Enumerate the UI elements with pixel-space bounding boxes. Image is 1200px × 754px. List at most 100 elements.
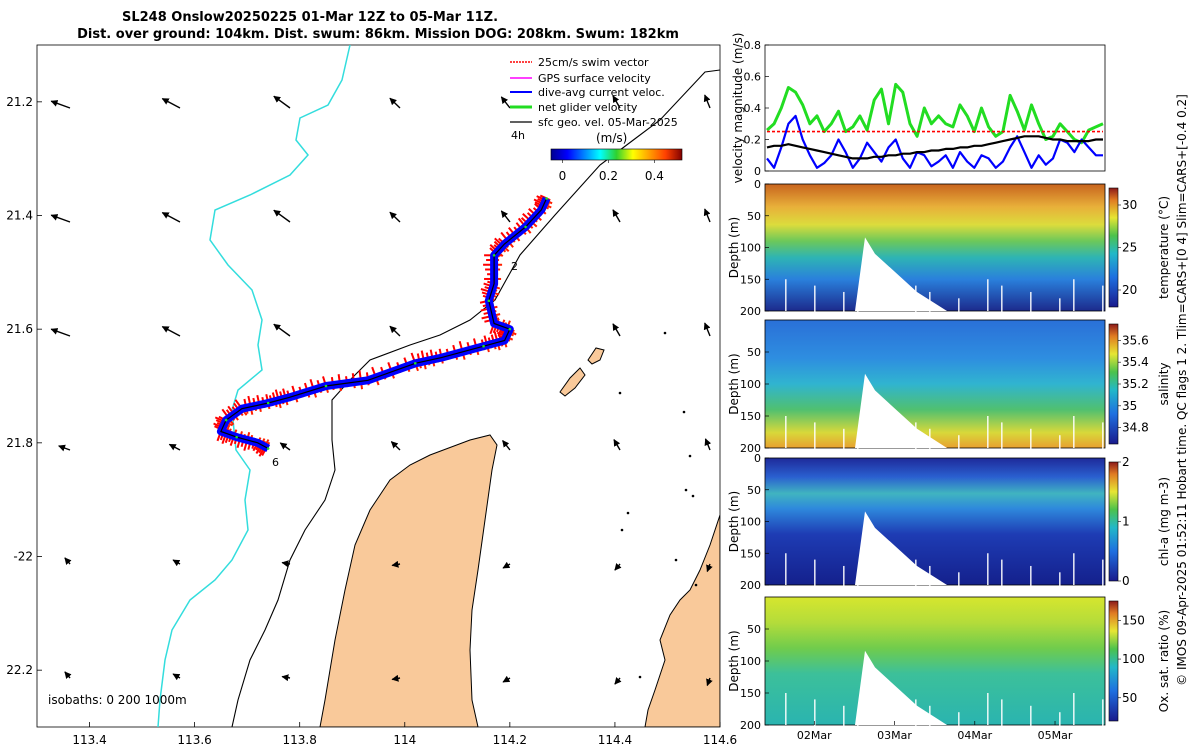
geo-velocity-arrow	[500, 210, 511, 223]
map-xtick-label: 113.6	[177, 733, 211, 747]
profile-gap	[886, 279, 888, 311]
chlorophyll-section-field	[764, 457, 1106, 586]
depth-tick-label: 50	[747, 210, 761, 223]
depth-tick-label: 150	[740, 273, 761, 286]
oxygen-section: 50 100 150 200 Depth (m) 50 100 150 Ox. sat. rat…	[727, 596, 1171, 745]
profile-gap	[929, 705, 931, 738]
profile-gap	[987, 553, 989, 585]
no-data-region	[855, 373, 947, 448]
profile-gap	[785, 553, 787, 585]
depth-tick-label: 100	[740, 378, 761, 391]
imos-side-note: © IMOS 09-Apr-2025 01:52:11 Hobart time.…	[1175, 94, 1189, 686]
profile-gap	[814, 699, 816, 732]
geo-velocity-arrow	[706, 677, 713, 687]
islets	[618, 331, 698, 679]
profile-gap	[857, 712, 859, 745]
profile-gap	[1102, 559, 1104, 592]
colorbar-tick-label: 2	[1122, 455, 1130, 469]
depth-tick-label: 100	[740, 242, 761, 255]
depth-tick-label: 50	[747, 484, 761, 497]
profile-gap	[929, 428, 931, 461]
profile-gap	[785, 693, 787, 725]
chlorophyll-section: 0 50 100 150 200 Depth (m) 0 1 2 chl-a (mg m-3)	[727, 452, 1171, 605]
geo-velocity-arrow	[614, 563, 622, 571]
geo-velocity-arrow	[50, 328, 71, 337]
profile-gap	[958, 572, 960, 605]
velocity-ytick-label: 0	[754, 165, 761, 178]
geo-velocity-arrow	[64, 557, 72, 565]
map-ytick-label: 21.4	[6, 209, 33, 223]
geo-velocity-arrow	[279, 442, 291, 451]
depth-tick-label: 150	[740, 687, 761, 700]
velocity-panel: 0 0.2 0.4 0.6 0.8 velocity magnitude (m/s)	[731, 33, 1106, 184]
velocity-ytick-label: 0.2	[744, 134, 762, 147]
salinity-section-colorbar	[1108, 323, 1119, 445]
depth-tick-label: 200	[740, 442, 761, 455]
geo-velocity-arrow	[273, 323, 291, 337]
salinity-section: 50 100 150 200 Depth (m) 34.8 35 35.2 35.4 35.6 sa…	[727, 319, 1171, 468]
geo-velocity-arrow	[502, 561, 511, 569]
profile-gap	[987, 693, 989, 725]
date-tick-label: 03Mar	[877, 729, 912, 742]
track-point	[492, 253, 496, 257]
profile-gap	[886, 553, 888, 585]
track-point	[482, 344, 485, 348]
depth-tick-label: 50	[747, 346, 761, 359]
sfc-geo-velocity-arrows	[50, 94, 713, 687]
isobath-note: isobaths: 0 200 1000m	[48, 693, 187, 707]
velocity-series-line	[766, 135, 1103, 160]
temperature-section-ylabel: Depth (m)	[727, 217, 741, 278]
geo-velocity-arrow	[612, 209, 621, 223]
track-point	[545, 197, 548, 200]
island-landmass	[319, 434, 498, 727]
speed-colorbar	[550, 148, 683, 161]
no-data-region	[855, 511, 947, 585]
legend-sfc-geo: sfc geo. vel. 05-Mar-2025	[538, 116, 678, 129]
map-legend: 25cm/s swim vector GPS surface velocity …	[510, 56, 683, 183]
colorbar-tick-label: 35.4	[1122, 355, 1149, 369]
profile-gap	[915, 285, 917, 318]
legend-gps-velocity: GPS surface velocity	[538, 72, 651, 85]
profile-gap	[814, 285, 816, 318]
profile-gap	[958, 298, 960, 331]
oxygen-section-colorbar	[1108, 600, 1119, 722]
profile-gap	[1059, 298, 1061, 331]
map-ytick-label: 21.8	[6, 436, 33, 450]
legend-4h: 4h	[511, 129, 525, 142]
temperature-section-colorbar	[1108, 187, 1119, 308]
geo-velocity-arrow	[281, 560, 291, 568]
geo-velocity-arrow	[273, 209, 291, 223]
geo-velocity-arrow	[172, 559, 181, 567]
date-tick-label: 04Mar	[957, 729, 992, 742]
profile-gap	[1073, 416, 1075, 448]
profile-gap	[1030, 428, 1032, 461]
map-ytick-label: 21.6	[6, 322, 33, 336]
velocity-ylabel: velocity magnitude (m/s)	[731, 33, 745, 184]
geo-velocity-arrow	[704, 438, 712, 451]
profile-gap	[814, 559, 816, 592]
profile-gap	[929, 291, 931, 324]
geo-velocity-arrow	[502, 439, 511, 451]
colorbar-tick-label: 20	[1122, 283, 1137, 297]
profile-gap	[1030, 705, 1032, 738]
colorbar-tick-label: 100	[1122, 652, 1145, 666]
profile-gap	[915, 559, 917, 592]
profile-gap	[1073, 553, 1075, 585]
geo-velocity-arrow	[64, 671, 72, 679]
salinity-section-colorbar-label: salinity	[1157, 362, 1171, 405]
chlorophyll-section-colorbar	[1108, 461, 1119, 582]
track-point	[324, 384, 328, 388]
depth-tick-label: 200	[740, 579, 761, 592]
velocity-ticks: 0 0.2 0.4 0.6 0.8	[744, 39, 769, 178]
title-line-2: Dist. over ground: 104km. Dist. swum: 86…	[77, 27, 679, 42]
speed-colorbar-tick-label: 0	[559, 169, 567, 183]
profile-gap	[1073, 693, 1075, 725]
colorbar-tick-label: 30	[1122, 198, 1137, 212]
geo-velocity-arrow	[391, 674, 401, 682]
colorbar-tick-label: 150	[1122, 613, 1145, 627]
track-point	[266, 447, 270, 450]
profile-gap	[1001, 285, 1003, 318]
geo-velocity-arrow	[168, 443, 181, 451]
